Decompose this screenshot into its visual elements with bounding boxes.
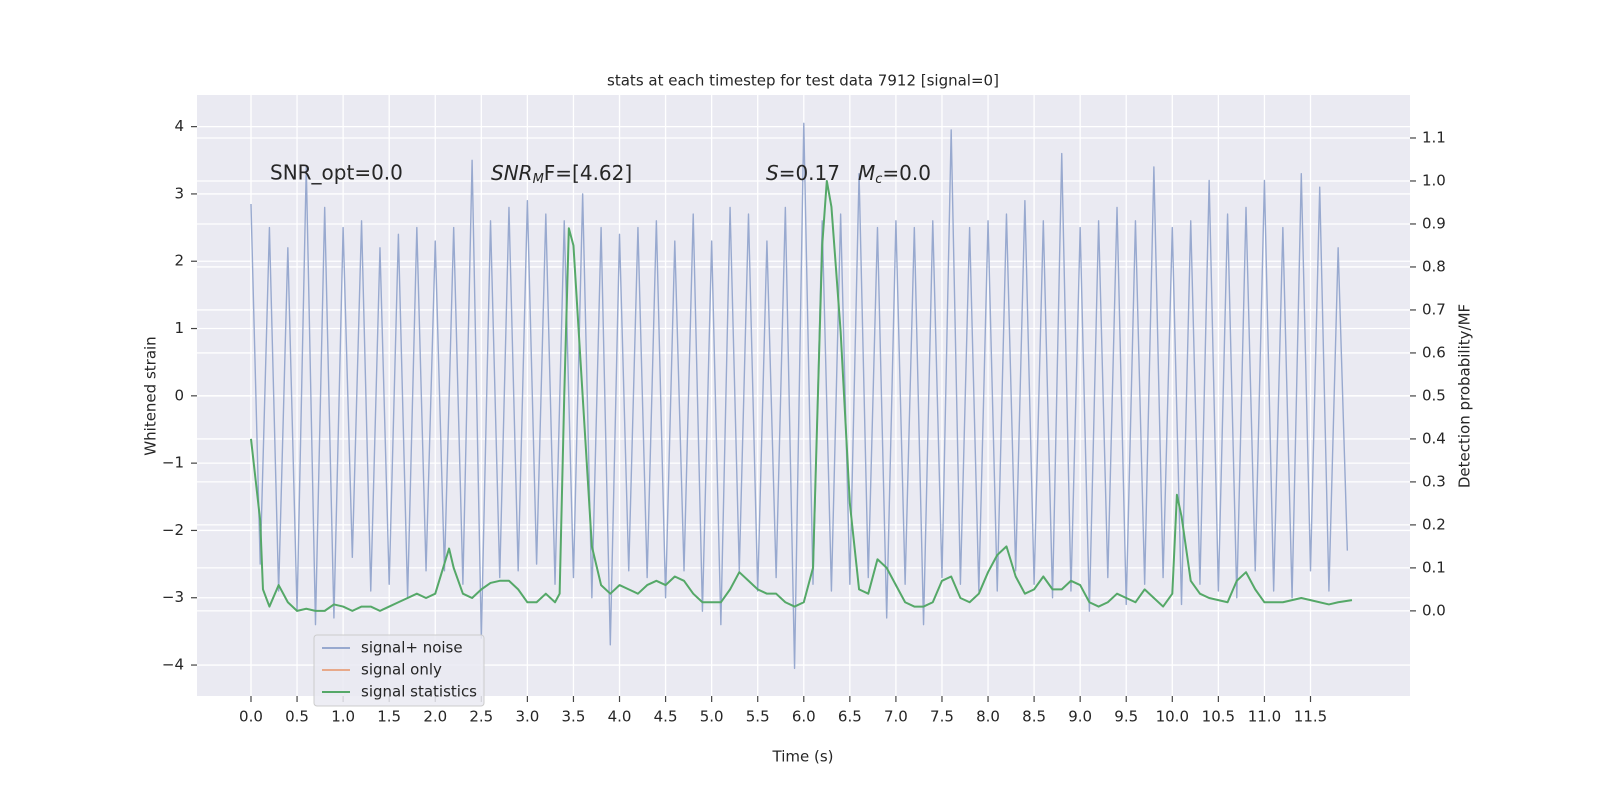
annotation-part: =0.17 xyxy=(779,161,840,185)
x-tick-label: 10.5 xyxy=(1202,708,1235,726)
annotation-part: S xyxy=(766,161,779,185)
x-tick-label: 1.5 xyxy=(377,708,401,726)
x-tick-label: 3.0 xyxy=(515,708,539,726)
x-tick-label: 2.0 xyxy=(423,708,447,726)
chart-title: stats at each timestep for test data 791… xyxy=(607,72,999,90)
y-tick-label: 4 xyxy=(174,117,184,135)
series-line xyxy=(250,122,1349,670)
annotation: Mc=0.0 xyxy=(858,161,931,187)
series-line xyxy=(249,179,1353,612)
annotation-part: M xyxy=(533,172,544,187)
annotation-part: M xyxy=(858,161,875,185)
annotation-part: c xyxy=(875,172,882,187)
x-tick-label: 8.0 xyxy=(976,708,1000,726)
x-tick-label: 3.5 xyxy=(562,708,586,726)
y-tick-label: 1 xyxy=(174,319,184,337)
y2-tick-label: 1.1 xyxy=(1422,128,1446,146)
legend-label: signal only xyxy=(361,661,442,679)
y2-tick-label: 0.1 xyxy=(1422,558,1446,576)
y-tick-label: −1 xyxy=(162,454,184,472)
y-tick-label: 2 xyxy=(174,252,184,270)
y2-tick-label: 0.7 xyxy=(1422,300,1446,318)
y2-tick-label: 0.4 xyxy=(1422,429,1446,447)
x-tick-label: 0.0 xyxy=(239,708,263,726)
marks xyxy=(249,122,1353,670)
y2-tick-label: 0.8 xyxy=(1422,257,1446,275)
legend-box xyxy=(313,634,485,707)
annotation-part: SNR xyxy=(491,161,533,185)
x-tick-label: 11.5 xyxy=(1294,708,1327,726)
x-tick-label: 9.5 xyxy=(1114,708,1138,726)
x-tick-label: 4.0 xyxy=(608,708,632,726)
y-tick-label: 3 xyxy=(174,184,184,202)
y-tick-label: −4 xyxy=(162,656,184,674)
x-tick-label: 2.5 xyxy=(469,708,493,726)
x-tick-label: 6.0 xyxy=(792,708,816,726)
x-tick-label: 7.0 xyxy=(884,708,908,726)
x-tick-label: 7.5 xyxy=(930,708,954,726)
y-tick-label: −2 xyxy=(162,521,184,539)
annotation: SNRMF=[4.62] xyxy=(491,161,632,187)
annotation: SNR_opt=0.0 xyxy=(270,161,403,185)
y-tick-label: 0 xyxy=(174,386,184,404)
annotation: S=0.17 xyxy=(766,161,840,185)
x-tick-label: 11.0 xyxy=(1248,708,1281,726)
legend-label: signal statistics xyxy=(361,683,477,701)
legend: signal+ noise signal only signal statistic… xyxy=(313,634,485,707)
x-tick-label: 10.0 xyxy=(1156,708,1189,726)
x-axis-label: Time (s) xyxy=(772,748,834,766)
x-tick-label: 5.5 xyxy=(746,708,770,726)
x-tick-label: 8.5 xyxy=(1022,708,1046,726)
y2-tick-label: 0.3 xyxy=(1422,472,1446,490)
x-tick-label: 6.5 xyxy=(838,708,862,726)
ticks: 0.0 0.5 1.0 1.5 2.0 2.5 3.0 3.5 4.0 4.5 5.0 5.5 6.0 6… xyxy=(162,117,1446,725)
annotation-part: =0.0 xyxy=(882,161,931,185)
legend-label: signal+ noise xyxy=(361,639,463,657)
y2-tick-label: 0.5 xyxy=(1422,386,1446,404)
x-tick-label: 9.0 xyxy=(1068,708,1092,726)
y-axis-label: Whitened strain xyxy=(142,336,160,455)
y2-tick-label: 0.2 xyxy=(1422,515,1446,533)
annotation-part: F=[4.62] xyxy=(544,161,632,185)
x-tick-label: 0.5 xyxy=(285,708,309,726)
y2-tick-label: 1.0 xyxy=(1422,171,1446,189)
x-tick-label: 4.5 xyxy=(654,708,678,726)
y2-tick-label: 0.6 xyxy=(1422,343,1446,361)
y2-tick-label: 0.0 xyxy=(1422,601,1446,619)
y-tick-label: −3 xyxy=(162,588,184,606)
y2-axis-label: Detection probability/MF xyxy=(1456,304,1474,488)
y2-tick-label: 0.9 xyxy=(1422,214,1446,232)
x-tick-label: 1.0 xyxy=(331,708,355,726)
x-tick-label: 5.0 xyxy=(700,708,724,726)
